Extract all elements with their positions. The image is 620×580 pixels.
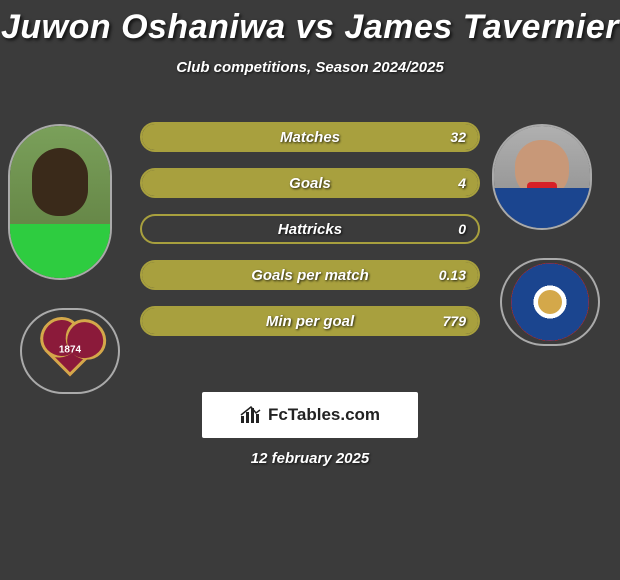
left-club-crest: 1874 [20, 308, 120, 394]
right-player-avatar [492, 124, 592, 230]
stat-value-right: 779 [443, 313, 466, 329]
rangers-crest-icon [511, 263, 589, 341]
date-label: 12 february 2025 [0, 450, 620, 467]
stat-value-right: 0.13 [439, 267, 466, 283]
player-photo-placeholder [494, 126, 590, 228]
stat-bar: Min per goal779 [140, 306, 480, 336]
stat-label: Min per goal [142, 313, 478, 330]
hearts-crest-icon: 1874 [37, 318, 103, 384]
hearts-year: 1874 [59, 344, 81, 355]
stats-panel: Matches32 Goals4 Hattricks0 Goals per match… [140, 122, 480, 352]
fctables-logo: FcTables.com [202, 392, 418, 438]
stat-value-right: 32 [450, 129, 466, 145]
stat-label: Matches [142, 129, 478, 146]
stat-value-right: 4 [458, 175, 466, 191]
stat-bar: Goals per match0.13 [140, 260, 480, 290]
stat-label: Goals per match [142, 267, 478, 284]
page-title: Juwon Oshaniwa vs James Tavernier [0, 0, 620, 47]
bar-chart-icon [240, 406, 262, 424]
subtitle: Club competitions, Season 2024/2025 [0, 59, 620, 76]
left-player-avatar [8, 124, 112, 280]
right-club-crest [500, 258, 600, 346]
stat-bar: Goals4 [140, 168, 480, 198]
stat-value-right: 0 [458, 221, 466, 237]
logo-text: FcTables.com [268, 405, 380, 425]
player-photo-placeholder [10, 126, 110, 278]
stat-bar: Hattricks0 [140, 214, 480, 244]
stat-label: Goals [142, 175, 478, 192]
stat-label: Hattricks [142, 221, 478, 238]
stat-bar: Matches32 [140, 122, 480, 152]
